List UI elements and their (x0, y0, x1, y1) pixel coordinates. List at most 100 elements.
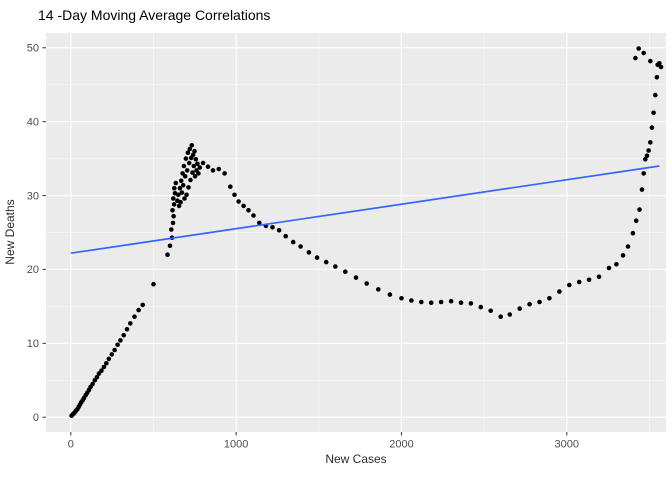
data-point (176, 203, 182, 209)
data-point (101, 364, 107, 370)
data-point (644, 153, 650, 158)
data-point (188, 177, 193, 183)
data-point (104, 361, 109, 366)
data-point (646, 148, 651, 153)
data-point (173, 180, 179, 186)
x-tick-label: 1000 (224, 439, 248, 451)
gridlines-major (46, 33, 666, 432)
data-point (189, 143, 195, 148)
data-point (478, 304, 484, 310)
data-point (636, 46, 641, 51)
data-point (448, 298, 454, 304)
y-tick-label: 10 (27, 338, 39, 350)
data-point (179, 190, 185, 195)
data-point (428, 300, 434, 306)
data-point (121, 332, 126, 338)
data-point (186, 160, 192, 166)
data-point (177, 185, 183, 191)
data-point (458, 300, 464, 306)
data-point (185, 150, 191, 155)
data-point (196, 171, 201, 176)
data-point (641, 50, 646, 56)
data-point (171, 213, 176, 219)
axis-tick-marks (42, 47, 568, 436)
data-point (399, 296, 404, 301)
data-point (614, 262, 619, 267)
data-point (183, 156, 189, 161)
data-point (184, 168, 190, 173)
data-point (596, 274, 602, 280)
data-point (343, 269, 348, 275)
data-point (257, 220, 262, 226)
data-point (205, 164, 211, 169)
data-point (193, 157, 199, 162)
data-point (178, 178, 184, 184)
data-point (658, 64, 664, 70)
data-point (387, 292, 393, 297)
data-point (276, 228, 282, 233)
data-point (246, 208, 251, 213)
data-point (620, 253, 626, 258)
data-point (648, 140, 653, 145)
data-point (180, 182, 186, 188)
data-point (333, 264, 338, 269)
x-tick-label: 2000 (389, 439, 413, 451)
data-point (167, 243, 173, 249)
data-point (171, 202, 177, 207)
data-point (637, 207, 642, 212)
data-point (298, 244, 303, 249)
data-point (633, 55, 638, 61)
data-point (90, 381, 95, 387)
data-point (468, 301, 474, 306)
data-point (192, 148, 197, 154)
data-point (151, 281, 156, 287)
data-point (171, 196, 176, 201)
data-point (251, 213, 256, 218)
data-point (182, 196, 187, 201)
data-point (376, 287, 381, 292)
data-point (109, 352, 115, 357)
data-point (172, 185, 177, 191)
data-point (633, 218, 639, 223)
y-tick-label: 40 (27, 116, 39, 128)
data-point (323, 259, 329, 265)
data-point (178, 199, 183, 205)
data-point (184, 192, 189, 198)
data-point (94, 375, 100, 380)
y-tick-label: 20 (27, 264, 39, 276)
data-point (170, 220, 176, 226)
data-point (306, 250, 312, 255)
data-point (190, 170, 195, 175)
data-point (364, 281, 370, 286)
data-point (606, 265, 612, 271)
data-point (641, 171, 646, 176)
data-point (124, 327, 130, 332)
data-point (648, 58, 653, 64)
data-point (169, 227, 174, 232)
data-point (190, 152, 196, 158)
data-point (517, 306, 522, 311)
data-point (567, 282, 572, 288)
data-point (195, 161, 200, 167)
data-point (165, 252, 170, 257)
data-point (557, 289, 562, 294)
data-point (118, 338, 123, 343)
data-point (314, 255, 320, 260)
trend-line (70, 165, 660, 255)
data-point (653, 92, 658, 98)
x-axis-title: New Cases (325, 452, 386, 466)
data-point (176, 192, 181, 198)
data-point (112, 347, 117, 353)
data-point (547, 296, 552, 301)
data-point (191, 163, 197, 169)
x-axis-tick-labels: 0 1000 2000 3000 (68, 439, 579, 451)
y-tick-label: 50 (27, 43, 39, 55)
data-point (106, 356, 112, 362)
data-point (228, 184, 233, 189)
data-point (241, 203, 246, 209)
data-point (216, 166, 222, 172)
data-point (657, 61, 662, 66)
data-point (270, 225, 275, 230)
data-point (507, 312, 513, 317)
